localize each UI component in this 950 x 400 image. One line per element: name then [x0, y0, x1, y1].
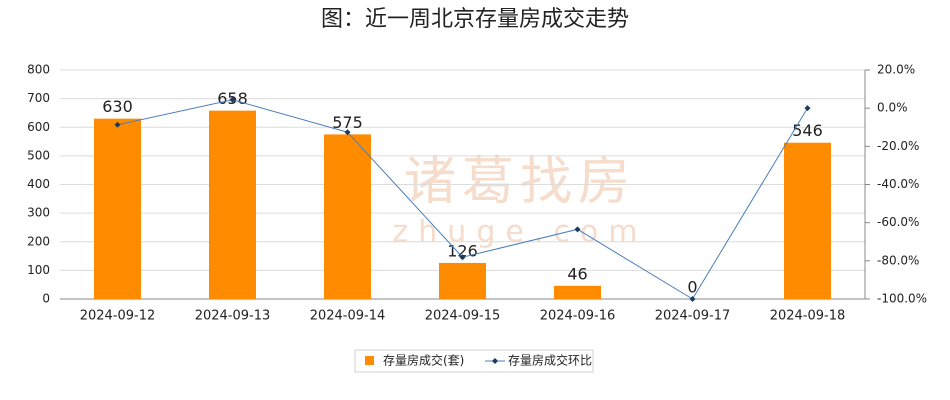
y-tick-label: 600 — [27, 120, 50, 134]
bar — [439, 262, 486, 299]
x-tick-label: 2024-09-13 — [195, 309, 271, 324]
x-tick-label: 2024-09-12 — [80, 309, 156, 324]
data-label: 575 — [332, 113, 363, 132]
y2-tick-label: -60.0% — [877, 215, 919, 229]
bar — [784, 142, 831, 299]
y2-tick-label: -80.0% — [877, 253, 919, 267]
legend-box — [354, 349, 594, 373]
chart-title: 图：近一周北京存量房成交走势 — [321, 7, 629, 32]
x-tick-label: 2024-09-17 — [655, 309, 731, 324]
bar — [94, 118, 141, 299]
legend-label: 存量房成交(套) — [383, 353, 464, 368]
y2-tick-label: 20.0% — [877, 63, 915, 77]
y-tick-label: 500 — [27, 148, 50, 162]
legend-swatch — [492, 358, 498, 364]
watermark: zhuge.com — [393, 215, 648, 250]
legend-swatch — [365, 356, 374, 365]
marker — [229, 96, 236, 103]
y2-tick-label: -40.0% — [877, 177, 919, 191]
y-tick-label: 100 — [27, 263, 50, 277]
data-label: 0 — [687, 278, 697, 297]
bar — [324, 134, 371, 299]
marker — [574, 226, 581, 233]
watermark: 诸葛找房 — [404, 152, 636, 212]
x-tick-label: 2024-09-15 — [425, 309, 501, 324]
marker — [459, 254, 466, 261]
y-tick-label: 700 — [27, 91, 50, 105]
marker — [804, 105, 811, 112]
y2-tick-label: 0.0% — [877, 101, 908, 115]
x-tick-label: 2024-09-14 — [310, 309, 386, 324]
y-tick-label: 800 — [27, 63, 50, 77]
y-tick-label: 0 — [42, 292, 50, 306]
legend-label: 存量房成交环比 — [508, 353, 592, 368]
bar — [209, 110, 256, 300]
x-tick-label: 2024-09-16 — [540, 309, 616, 324]
marker — [689, 296, 696, 302]
y2-tick-label: -100.0% — [877, 292, 927, 306]
y-tick-label: 200 — [27, 234, 50, 248]
x-tick-label: 2024-09-18 — [770, 309, 846, 324]
marker — [344, 129, 351, 136]
y2-tick-label: -20.0% — [877, 139, 919, 153]
data-label: 630 — [102, 97, 133, 116]
bar — [554, 285, 601, 299]
y-tick-label: 300 — [27, 206, 50, 220]
data-label: 46 — [567, 264, 587, 283]
marker — [114, 121, 121, 128]
y-tick-label: 400 — [27, 177, 50, 191]
data-label: 546 — [792, 121, 823, 140]
